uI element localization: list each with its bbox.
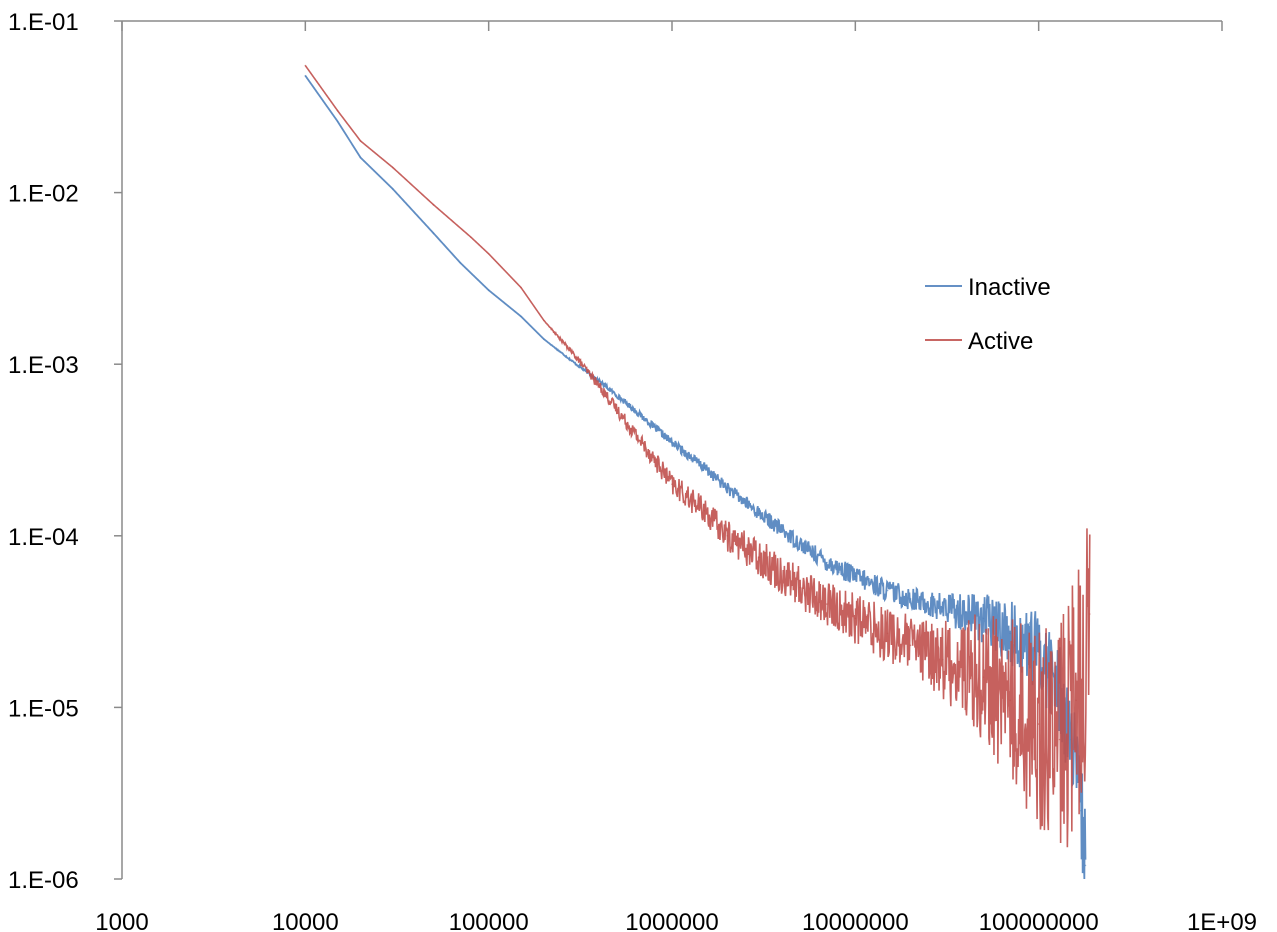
data-point-inactive: [1080, 809, 1082, 812]
data-point-inactive: [575, 363, 577, 366]
data-point-active: [1009, 699, 1012, 702]
data-point-active: [799, 586, 801, 589]
data-point-active: [359, 140, 362, 142]
series-line-active: [304, 65, 1091, 848]
data-point-active: [758, 556, 761, 559]
data-point-active: [653, 458, 656, 460]
data-point-inactive: [942, 607, 944, 609]
data-point-active: [543, 319, 545, 322]
data-point-inactive: [487, 289, 490, 291]
x-tick-label: 10000: [272, 909, 339, 932]
data-point-inactive: [1009, 632, 1012, 635]
data-point-inactive: [886, 589, 889, 592]
data-point-inactive: [703, 466, 706, 469]
data-point-active: [1088, 613, 1091, 615]
data-point-inactive: [543, 338, 545, 340]
data-point-inactive: [671, 441, 673, 444]
data-point-inactive: [726, 487, 728, 489]
data-point-active: [854, 617, 857, 620]
data-point-inactive: [799, 542, 801, 545]
y-tick-label: 1.E-03: [8, 352, 79, 379]
data-point-inactive: [826, 561, 828, 564]
data-point-active: [487, 252, 490, 255]
data-point-inactive: [1084, 864, 1087, 867]
data-point-inactive: [432, 232, 435, 234]
data-point-active: [520, 286, 522, 289]
x-tick-label: 1000000: [625, 909, 718, 932]
x-tick-label: 1E+09: [1187, 909, 1257, 932]
data-point-active: [942, 658, 944, 661]
data-point-inactive: [653, 426, 656, 428]
y-tick-label: 1.E-05: [8, 695, 79, 722]
series-layer: [304, 64, 1091, 880]
x-tick-label: 100000: [449, 909, 529, 932]
data-point-active: [909, 644, 912, 647]
data-point-inactive: [854, 575, 857, 578]
data-point-inactive: [336, 120, 339, 123]
series-inactive: [304, 74, 1087, 880]
data-point-active: [630, 428, 633, 430]
y-tick-label: 1.E-02: [8, 181, 79, 208]
y-axis-ticks: 1.E-01 1.E-02 1.E-03 1.E-04 1.E-05 1.E-06: [8, 9, 122, 894]
data-point-active: [598, 384, 600, 387]
data-point-active: [470, 236, 472, 238]
data-point-inactive: [392, 188, 394, 190]
data-point-active: [886, 632, 889, 635]
data-point-active: [671, 483, 673, 485]
y-tick-label: 1.E-04: [8, 524, 79, 551]
data-point-active: [726, 535, 728, 537]
data-point-inactive: [520, 315, 522, 318]
x-tick-label: 100000000: [979, 909, 1099, 932]
data-point-inactive: [758, 512, 761, 515]
data-point-inactive: [304, 74, 307, 77]
legend-label-active: Active: [968, 328, 1033, 355]
data-point-inactive: [964, 611, 967, 613]
data-point-inactive: [459, 261, 462, 264]
series-active: [304, 64, 1091, 848]
y-tick-label: 1.E-06: [8, 867, 79, 894]
data-point-active: [1058, 738, 1061, 741]
data-point-active: [1037, 723, 1040, 725]
data-point-inactive: [982, 617, 985, 620]
data-point-inactive: [630, 406, 633, 409]
data-point-active: [575, 356, 577, 358]
data-point-active: [392, 166, 394, 169]
x-tick-label: 1000: [95, 909, 148, 932]
y-tick-label: 1.E-01: [8, 9, 79, 36]
data-point-active: [826, 603, 828, 605]
data-point-inactive: [359, 156, 362, 159]
data-point-active: [304, 64, 307, 67]
legend-label-inactive: Inactive: [968, 274, 1051, 301]
data-point-active: [703, 509, 706, 512]
data-point-inactive: [909, 597, 912, 600]
legend: Inactive Active: [925, 274, 1051, 355]
data-point-active: [336, 109, 339, 112]
data-point-active: [1075, 699, 1077, 702]
x-axis-ticks: 1000 10000 100000 1000000 10000000 100000000 1…: [95, 21, 1257, 932]
data-point-active: [432, 203, 435, 206]
series-line-inactive: [304, 75, 1087, 880]
x-tick-label: 10000000: [802, 909, 909, 932]
data-point-active: [982, 676, 985, 678]
